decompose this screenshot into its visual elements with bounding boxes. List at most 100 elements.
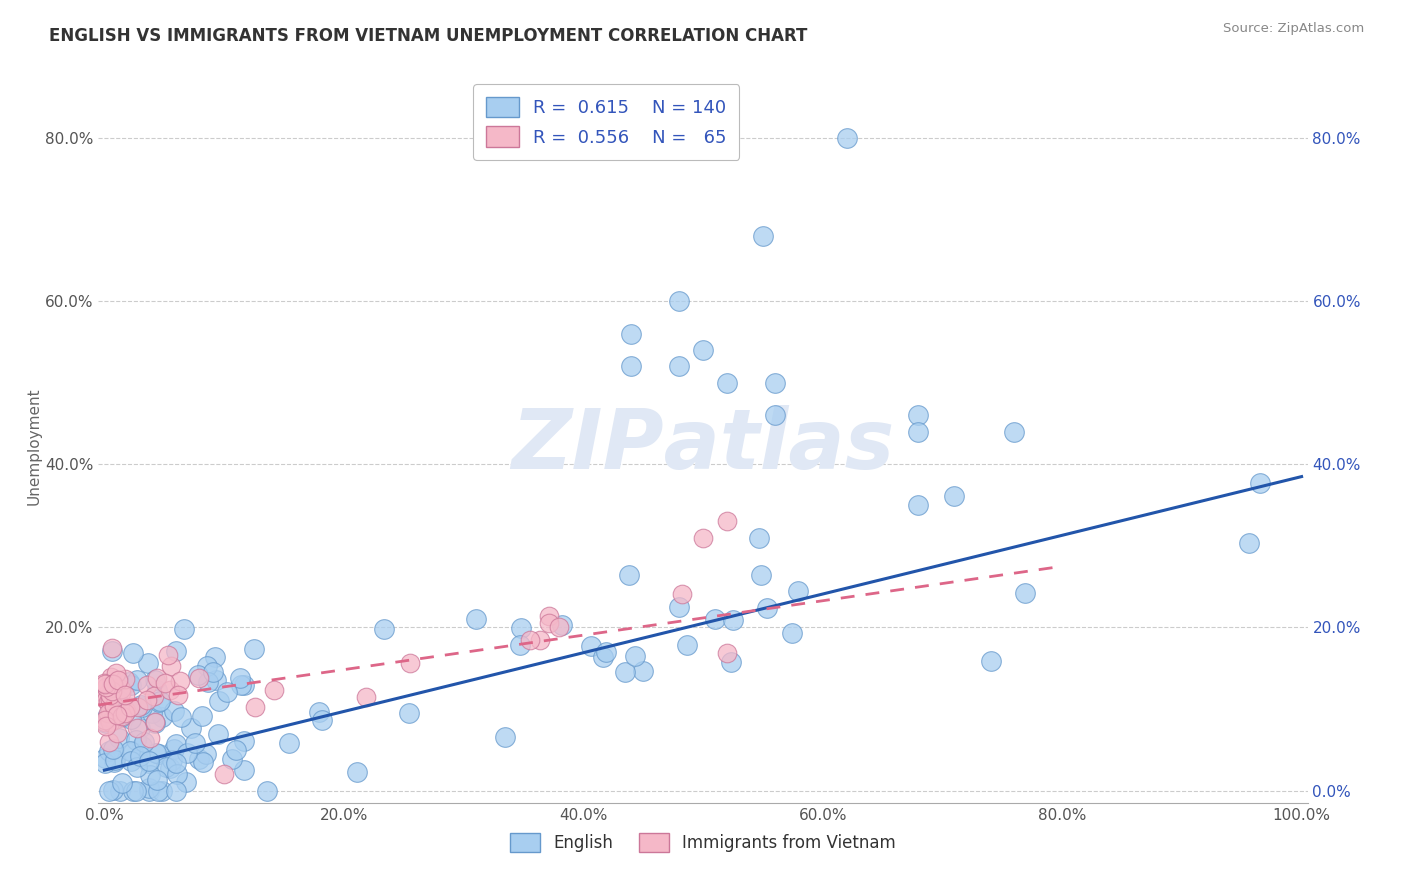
Point	[129, 698, 152, 713]
Point	[166, 766, 188, 780]
Point	[187, 667, 209, 681]
Point	[103, 677, 125, 691]
Text: Source: ZipAtlas.com: Source: ZipAtlas.com	[1223, 22, 1364, 36]
Point	[233, 733, 256, 747]
Point	[94, 715, 117, 730]
Point	[169, 673, 191, 688]
Point	[94, 676, 117, 690]
Point	[170, 710, 193, 724]
Point	[98, 744, 121, 758]
Point	[148, 694, 170, 708]
Point	[131, 739, 153, 753]
Point	[110, 686, 132, 700]
Point	[174, 775, 197, 789]
Point	[595, 645, 617, 659]
Point	[131, 699, 153, 714]
Point	[716, 376, 738, 390]
Point	[703, 612, 725, 626]
Point	[208, 694, 231, 708]
Point	[723, 613, 745, 627]
Point	[676, 638, 699, 652]
Point	[159, 683, 181, 698]
Point	[509, 639, 531, 653]
Point	[96, 688, 118, 702]
Point	[98, 692, 121, 706]
Point	[311, 714, 333, 728]
Point	[354, 690, 377, 705]
Point	[138, 781, 160, 796]
Point	[143, 716, 166, 731]
Point	[399, 656, 422, 670]
Point	[548, 620, 571, 634]
Point	[105, 708, 128, 723]
Point	[191, 709, 214, 723]
Point	[173, 622, 195, 636]
Point	[138, 755, 160, 769]
Point	[786, 583, 808, 598]
Point	[107, 673, 129, 687]
Point	[263, 682, 285, 697]
Point	[110, 681, 132, 696]
Point	[94, 751, 117, 765]
Point	[97, 695, 120, 709]
Point	[125, 673, 148, 688]
Point	[120, 678, 142, 692]
Point	[716, 646, 738, 660]
Point	[1249, 476, 1271, 491]
Point	[96, 709, 118, 723]
Point	[494, 730, 516, 744]
Legend: English, Immigrants from Vietnam: English, Immigrants from Vietnam	[503, 826, 903, 859]
Point	[180, 721, 202, 735]
Point	[201, 665, 224, 680]
Point	[138, 783, 160, 797]
Point	[143, 714, 166, 729]
Point	[631, 665, 654, 679]
Point	[100, 670, 122, 684]
Point	[165, 783, 187, 797]
Text: ZIP​atlas: ZIP​atlas	[512, 406, 894, 486]
Point	[108, 731, 131, 745]
Point	[160, 753, 183, 767]
Point	[94, 713, 117, 727]
Point	[464, 612, 486, 626]
Point	[98, 704, 121, 718]
Point	[150, 783, 173, 797]
Point	[233, 678, 256, 692]
Point	[692, 531, 714, 545]
Point	[720, 655, 742, 669]
Point	[103, 699, 125, 714]
Point	[141, 706, 163, 720]
Point	[110, 783, 132, 797]
Point	[229, 677, 252, 691]
Point	[97, 783, 120, 797]
Point	[120, 754, 142, 768]
Point	[125, 760, 148, 774]
Point	[128, 721, 150, 735]
Point	[93, 676, 115, 690]
Point	[105, 689, 128, 703]
Point	[398, 706, 420, 720]
Point	[153, 676, 176, 690]
Point	[125, 783, 148, 797]
Point	[132, 735, 155, 749]
Point	[624, 648, 647, 663]
Point	[980, 654, 1002, 668]
Point	[139, 731, 162, 745]
Point	[165, 644, 187, 658]
Point	[96, 688, 118, 702]
Point	[100, 715, 122, 730]
Point	[510, 621, 533, 635]
Point	[221, 752, 243, 766]
Point	[165, 756, 187, 771]
Point	[138, 768, 160, 782]
Point	[668, 599, 690, 614]
Point	[156, 648, 179, 663]
Point	[748, 531, 770, 545]
Point	[163, 705, 186, 719]
Point	[128, 748, 150, 763]
Point	[110, 710, 132, 724]
Point	[94, 693, 117, 707]
Point	[529, 633, 551, 648]
Point	[135, 678, 157, 692]
Point	[592, 650, 614, 665]
